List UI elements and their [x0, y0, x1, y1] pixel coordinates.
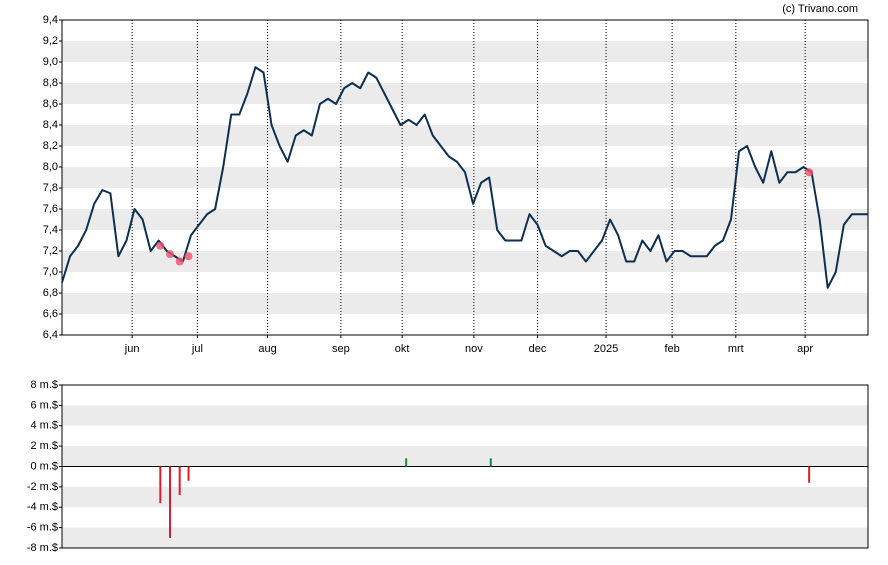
- grid-band: [62, 83, 868, 104]
- grid-band: [62, 209, 868, 230]
- y-tick-label: 6,8: [43, 287, 58, 299]
- y-tick-label: 8,2: [43, 140, 58, 152]
- price-line: [61, 66, 868, 289]
- grid-band: [62, 527, 868, 548]
- source: (c) Trivano.com: [782, 3, 858, 15]
- x-tick-label: jul: [191, 343, 203, 355]
- y-tick-label: -2 m.$: [27, 481, 58, 493]
- x-tick-label: feb: [664, 343, 679, 355]
- y-tick-label: -4 m.$: [27, 501, 58, 513]
- trade-marker: [166, 250, 175, 259]
- trade-marker: [175, 257, 184, 266]
- y-tick-label: -6 m.$: [27, 522, 58, 534]
- y-tick-label: 6 m.$: [30, 399, 58, 411]
- y-tick-label: 7,8: [43, 182, 58, 194]
- x-tick-label: nov: [465, 343, 483, 355]
- y-tick-label: 8,4: [43, 119, 58, 131]
- trade-marker: [805, 168, 814, 177]
- grid-band: [62, 125, 868, 146]
- y-tick-label: 0 m.$: [30, 460, 58, 472]
- y-tick-label: 7,6: [43, 203, 58, 215]
- y-tick-label: 8,6: [43, 98, 58, 110]
- trade-marker: [184, 252, 193, 261]
- grid-band: [62, 41, 868, 62]
- grid-band: [62, 167, 868, 188]
- y-tick-label: 6,6: [43, 308, 58, 320]
- x-tick-label: mrt: [728, 343, 744, 355]
- y-tick-label: 7,4: [43, 224, 58, 236]
- x-tick-label: dec: [529, 343, 547, 355]
- y-tick-label: 9,0: [43, 56, 58, 68]
- x-tick-label: okt: [395, 343, 410, 355]
- x-tick-label: apr: [797, 343, 813, 355]
- y-tick-label: 9,2: [43, 35, 58, 47]
- y-tick-label: 9,4: [43, 14, 58, 26]
- y-tick-label: 8 m.$: [30, 379, 58, 391]
- x-tick-label: sep: [332, 343, 350, 355]
- y-tick-label: -8 m.$: [27, 542, 58, 554]
- grid-band: [62, 293, 868, 314]
- grid-band: [62, 405, 868, 426]
- plot-frame: [61, 19, 869, 336]
- x-tick-label: 2025: [594, 343, 618, 355]
- grid-band: [62, 486, 868, 508]
- grid-band: [62, 446, 868, 467]
- x-tick-label: aug: [258, 343, 276, 355]
- y-tick-label: 6,4: [43, 329, 58, 341]
- trade-marker: [156, 241, 165, 250]
- y-tick-label: 8,0: [43, 161, 58, 173]
- y-tick-label: 7,2: [43, 245, 58, 257]
- grid-band: [62, 251, 868, 272]
- y-tick-label: 4 m.$: [30, 420, 58, 432]
- y-tick-label: 8,8: [43, 77, 58, 89]
- y-tick-label: 7,0: [43, 266, 58, 278]
- y-tick-label: 2 m.$: [30, 440, 58, 452]
- x-tick-label: jun: [124, 343, 140, 355]
